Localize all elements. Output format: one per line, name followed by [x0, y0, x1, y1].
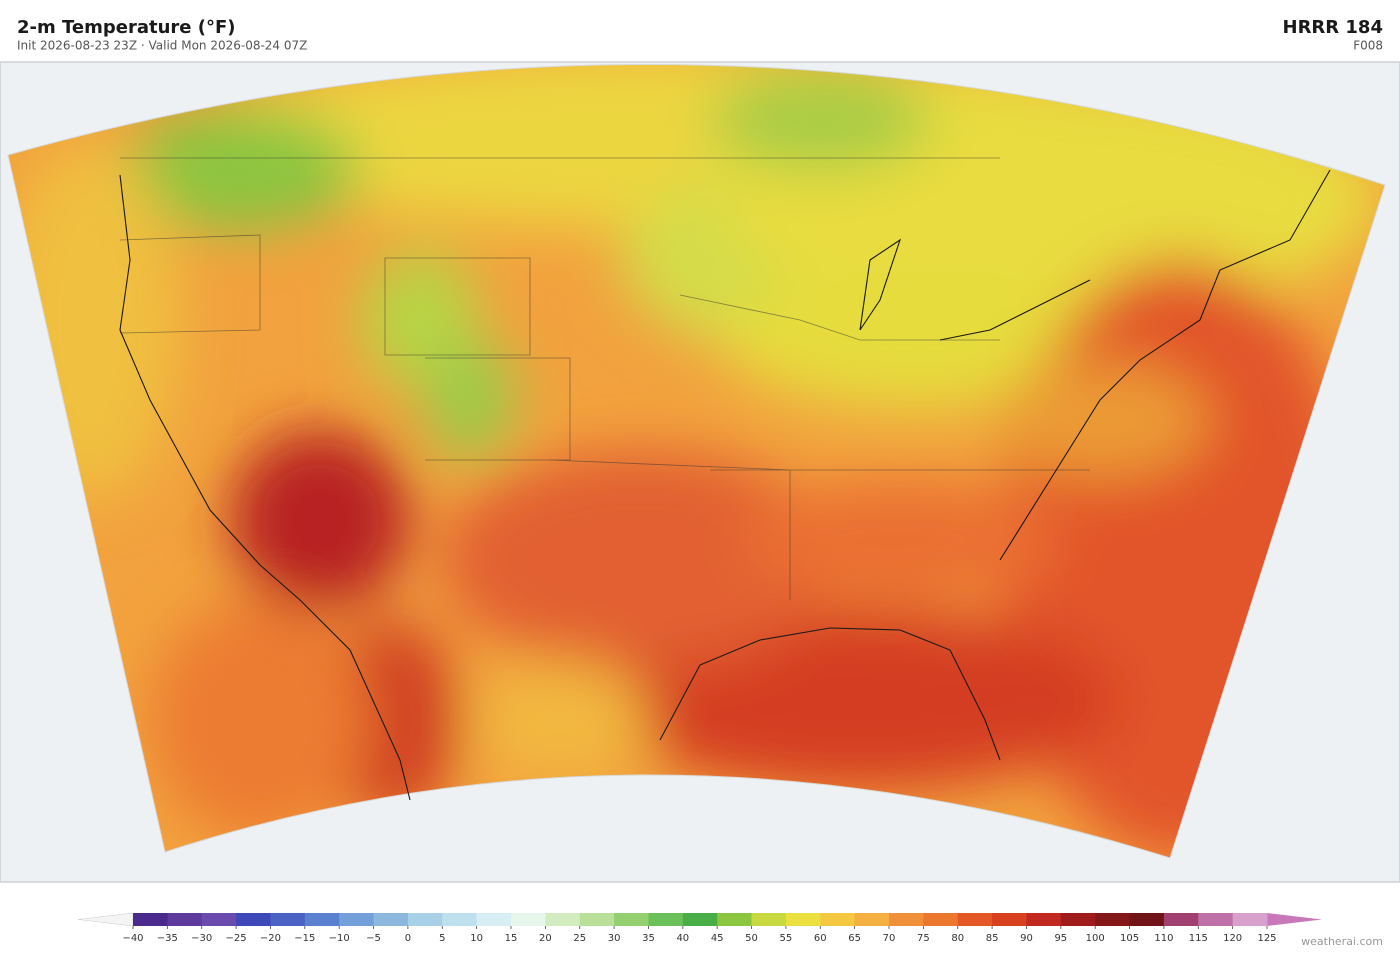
- colorbar-bin: [270, 913, 306, 926]
- colorbar-bin: [648, 913, 684, 926]
- colorbar-tick-label: 75: [917, 933, 930, 944]
- colorbar-bin: [889, 913, 924, 926]
- credit: weatherai.com: [1301, 935, 1383, 948]
- colorbar-tick-label: 100: [1086, 933, 1105, 944]
- colorbar-tick-label: 20: [539, 933, 552, 944]
- colorbar-bin: [785, 913, 821, 926]
- run-info: Init 2026-08-23 23Z · Valid Mon 2026-08-…: [17, 39, 307, 53]
- colorbar-bin: [407, 913, 443, 926]
- colorbar-tick-label: −40: [122, 933, 143, 944]
- map-title: 2-m Temperature (°F): [17, 17, 236, 38]
- temperature-field: [8, 64, 1385, 858]
- colorbar-bin: [1060, 913, 1096, 926]
- colorbar-tick-label: 35: [642, 933, 655, 944]
- colorbar-tick-label: 85: [986, 933, 999, 944]
- colorbar-tick-label: −15: [294, 933, 315, 944]
- colorbar-tick-label: 0: [405, 933, 411, 944]
- colorbar-tick-label: 80: [951, 933, 964, 944]
- colorbar: −40 −35 −30 −25 −20 −15 −10 −5 0 5 10 15 20 25 30 35 40 4…: [77, 912, 1322, 944]
- colorbar-bin: [682, 913, 718, 926]
- colorbar-bin: [854, 913, 890, 926]
- forecast-hour: F008: [1353, 39, 1383, 53]
- colorbar-tick-label: −35: [157, 933, 178, 944]
- colorbar-bin: [1198, 913, 1234, 926]
- colorbar-tick-label: −25: [226, 933, 247, 944]
- colorbar-tick-label: −20: [260, 933, 281, 944]
- colorbar-tick-label: −5: [366, 933, 381, 944]
- colorbar-bin: [717, 913, 753, 926]
- colorbar-tick-label: 5: [439, 933, 445, 944]
- colorbar-bin: [339, 913, 375, 926]
- colorbar-bin: [545, 913, 581, 926]
- colorbar-bin: [133, 913, 168, 926]
- colorbar-over: [1267, 913, 1322, 926]
- colorbar-bin: [511, 913, 546, 926]
- colorbar-bin: [751, 913, 787, 926]
- colorbar-tick-label: 15: [505, 933, 518, 944]
- colorbar-bin: [1026, 913, 1062, 926]
- colorbar-bin: [201, 913, 237, 926]
- colorbar-bin: [614, 913, 649, 926]
- colorbar-tick-label: 115: [1189, 933, 1208, 944]
- colorbar-tick-label: 50: [745, 933, 758, 944]
- colorbar-under: [77, 912, 134, 927]
- colorbar-bin: [923, 913, 959, 926]
- borders: [119, 157, 1090, 600]
- colorbar-bin: [167, 913, 203, 926]
- colorbar-tick-label: 40: [676, 933, 689, 944]
- colorbar-bin: [579, 913, 615, 926]
- colorbar-bin: [1232, 913, 1268, 926]
- colorbar-bin: [304, 913, 340, 926]
- colorbar-tick-label: −30: [191, 933, 212, 944]
- colorbar-tick-label: 125: [1257, 933, 1276, 944]
- colorbar-tick-label: −10: [329, 933, 350, 944]
- colorbar-bin: [992, 913, 1027, 926]
- colorbar-bin: [820, 913, 856, 926]
- colorbar-bin: [1163, 913, 1199, 926]
- colorbar-tick-label: 25: [573, 933, 586, 944]
- coastlines: [119, 169, 1331, 801]
- colorbar-tick-label: 120: [1223, 933, 1242, 944]
- colorbar-bin: [1129, 913, 1165, 926]
- colorbar-bin: [442, 913, 478, 926]
- colorbar-tick-label: 60: [814, 933, 827, 944]
- colorbar-bin: [236, 913, 271, 926]
- colorbar-tick-label: 65: [848, 933, 861, 944]
- colorbar-tick-label: 95: [1054, 933, 1067, 944]
- colorbar-bin: [476, 913, 512, 926]
- colorbar-tick-label: 45: [711, 933, 724, 944]
- colorbar-bin: [373, 913, 409, 926]
- colorbar-tick-label: 55: [780, 933, 793, 944]
- colorbar-tick-label: 30: [608, 933, 621, 944]
- colorbar-tick-label: 10: [470, 933, 483, 944]
- colorbar-tick-label: 90: [1020, 933, 1033, 944]
- colorbar-tick-label: 110: [1154, 933, 1173, 944]
- model-name: HRRR 184: [1283, 17, 1384, 38]
- domain-edge: [7, 64, 1386, 859]
- colorbar-bin: [1095, 913, 1131, 926]
- colorbar-tick-label: 70: [883, 933, 896, 944]
- colorbar-tick-label: 105: [1120, 933, 1139, 944]
- colorbar-bin: [957, 913, 993, 926]
